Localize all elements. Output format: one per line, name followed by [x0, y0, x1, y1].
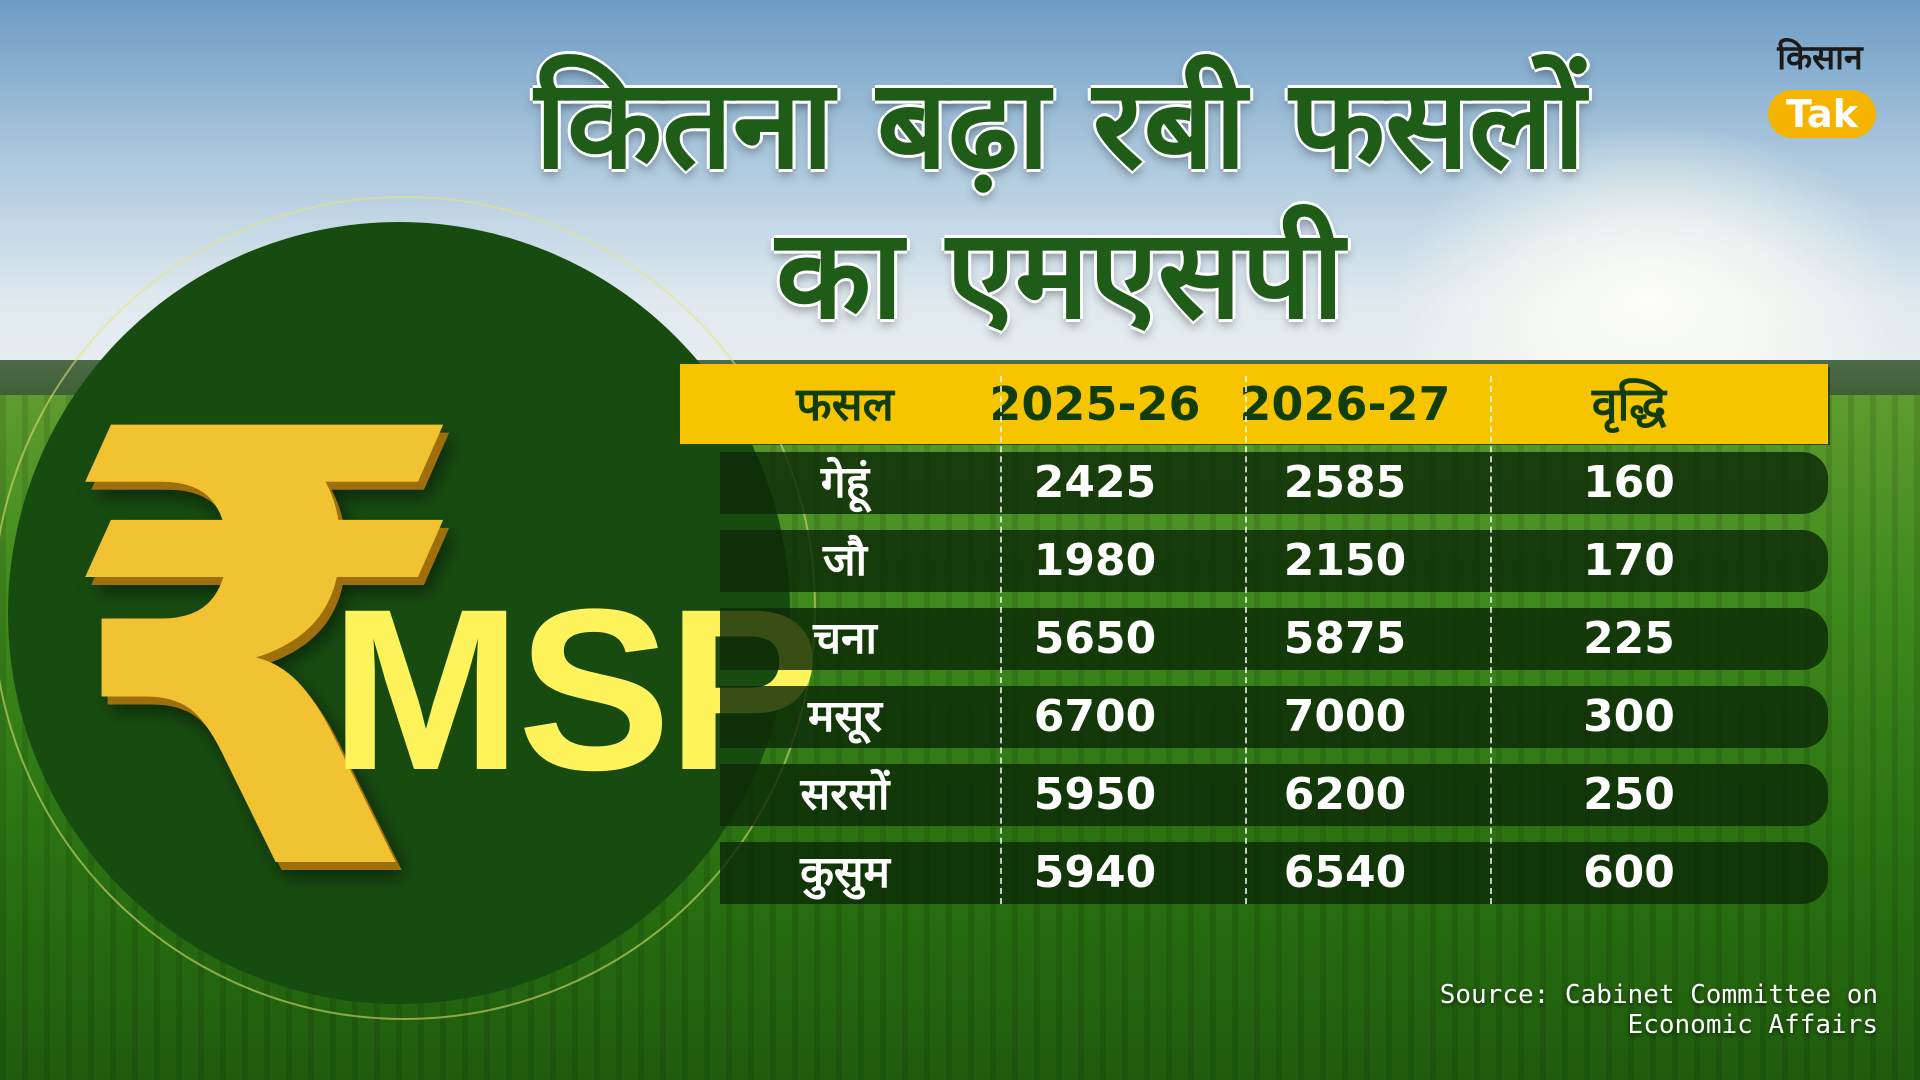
price-2025-26: 1980	[1033, 535, 1157, 586]
price-2025-26: 5650	[1033, 613, 1157, 664]
kisan-tak-logo: किसान Tak	[1760, 38, 1880, 148]
table-row: गेहूं 2425 2585 160	[720, 452, 1828, 514]
price-2026-27: 2585	[1283, 457, 1407, 508]
table-row: जौ 1980 2150 170	[720, 530, 1828, 592]
price-2026-27: 5875	[1283, 613, 1407, 664]
price-2026-27: 2150	[1283, 535, 1407, 586]
crop-name: मसूर	[807, 691, 883, 742]
price-2026-27: 7000	[1283, 691, 1407, 742]
price-2025-26: 6700	[1033, 691, 1157, 742]
logo-bottom-text: Tak	[1768, 90, 1876, 138]
table-row: चना 5650 5875 225	[720, 608, 1828, 670]
header-year-2: 2026-27	[1239, 377, 1451, 431]
header-crop: फसल	[796, 377, 894, 431]
rupee-icon: ₹	[55, 305, 473, 1004]
price-2026-27: 6540	[1283, 847, 1407, 898]
price-increase: 170	[1583, 535, 1675, 586]
crop-name: सरसों	[800, 769, 890, 820]
headline-line-1: कितना बढ़ा रबी फसलों	[534, 53, 1586, 197]
price-increase: 250	[1583, 769, 1675, 820]
price-increase: 225	[1583, 613, 1675, 664]
source-note: Source: Cabinet Committee on Economic Af…	[1439, 980, 1878, 1040]
header-increase: वृद्धि	[1591, 377, 1667, 431]
table-row: मसूर 6700 7000 300	[720, 686, 1828, 748]
crop-name: गेहूं	[820, 457, 870, 508]
header-year-1: 2025-26	[989, 377, 1201, 431]
column-divider	[1490, 376, 1492, 904]
price-2025-26: 5940	[1033, 847, 1157, 898]
headline: कितना बढ़ा रबी फसलों का एमएसपी	[420, 50, 1700, 350]
price-2025-26: 5950	[1033, 769, 1157, 820]
table-row: कुसुम 5940 6540 600	[720, 842, 1828, 904]
column-divider	[1245, 376, 1247, 904]
crop-name: जौ	[822, 535, 868, 586]
column-divider	[1000, 376, 1002, 904]
price-increase: 160	[1583, 457, 1675, 508]
table-row: सरसों 5950 6200 250	[720, 764, 1828, 826]
price-increase: 300	[1583, 691, 1675, 742]
table-header: फसल 2025-26 2026-27 वृद्धि	[680, 364, 1828, 444]
headline-line-2: का एमएसपी	[775, 203, 1345, 347]
crop-name: चना	[813, 613, 877, 664]
price-2025-26: 2425	[1033, 457, 1157, 508]
crop-name: कुसुम	[800, 847, 890, 898]
logo-top-text: किसान	[1777, 38, 1863, 78]
msp-circle	[8, 222, 790, 1004]
price-2026-27: 6200	[1283, 769, 1407, 820]
price-increase: 600	[1583, 847, 1675, 898]
